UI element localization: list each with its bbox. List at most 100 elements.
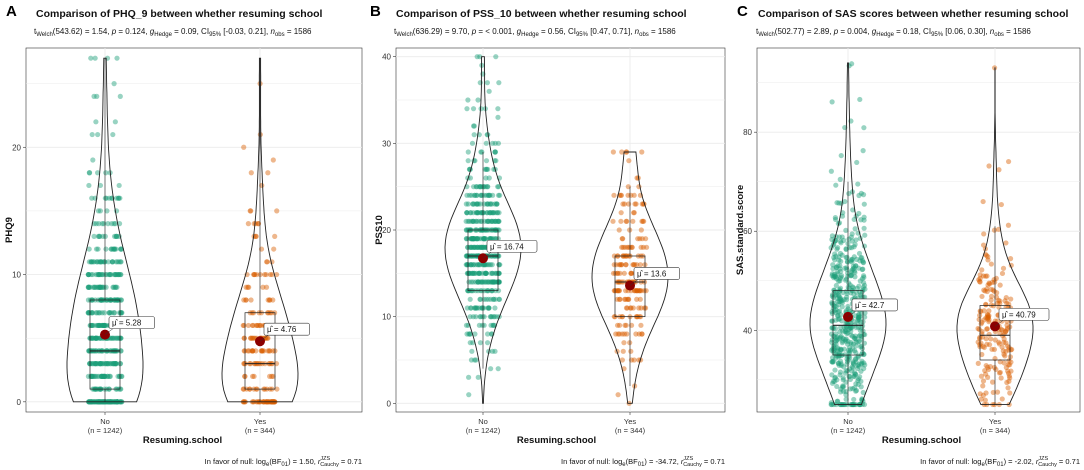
data-point (858, 319, 864, 325)
subtitle-nval: = 1586 (285, 27, 312, 36)
data-point (991, 288, 997, 294)
data-point (986, 331, 992, 337)
data-point (1002, 353, 1008, 359)
caption-sub: Cauchy (1038, 462, 1057, 468)
data-point (488, 279, 494, 285)
data-point (89, 310, 95, 316)
data-point (856, 265, 862, 271)
data-point (477, 279, 483, 285)
caption-rval: = 0.71 (702, 457, 725, 466)
data-point (616, 227, 622, 233)
subtitle-n: n (635, 27, 640, 36)
panel-a: A Comparison of PHQ_9 between whether res… (4, 3, 363, 468)
data-point (987, 281, 993, 287)
data-point (493, 270, 499, 276)
data-point (996, 370, 1003, 376)
data-point (853, 324, 859, 330)
mean-label-box (851, 298, 898, 312)
data-point (100, 284, 106, 290)
data-point (488, 262, 494, 268)
data-point (118, 348, 124, 354)
subtitle-sub: Welch (36, 32, 53, 38)
data-point (471, 236, 477, 242)
data-point (855, 320, 861, 326)
subtitle-p: p (833, 27, 839, 36)
x-tick-count: (n = 1242) (466, 426, 501, 435)
data-point (474, 201, 480, 207)
data-point (632, 262, 638, 268)
caption-rval: = 0.71 (339, 457, 362, 466)
data-point (861, 214, 867, 220)
data-point (976, 277, 982, 283)
data-point (469, 270, 475, 276)
data-point (837, 335, 843, 342)
data-point (464, 262, 471, 268)
data-point (100, 322, 106, 329)
data-point (860, 260, 867, 266)
data-point (464, 262, 471, 268)
data-point (859, 358, 865, 364)
data-point (989, 346, 995, 352)
mean-label-box (486, 239, 538, 253)
data-point (470, 218, 476, 224)
data-point (481, 184, 487, 190)
data-point (1006, 378, 1012, 384)
data-point (490, 322, 496, 328)
data-point (492, 314, 498, 320)
data-point (95, 335, 101, 341)
data-point (627, 227, 633, 233)
data-point (832, 367, 838, 373)
data-point (852, 371, 859, 377)
data-point (631, 210, 637, 216)
subtitle-t: t (756, 27, 759, 36)
data-point (847, 386, 853, 392)
data-point (86, 284, 92, 290)
data-point (623, 322, 629, 328)
data-point (835, 345, 841, 351)
data-point (638, 288, 645, 294)
data-point (624, 218, 630, 224)
data-point (472, 305, 479, 311)
data-point (615, 392, 621, 398)
data-point (468, 210, 474, 216)
data-point (466, 279, 472, 285)
data-point (475, 97, 481, 103)
data-point (850, 266, 856, 272)
data-point (828, 400, 834, 406)
data-point (849, 324, 855, 330)
caption-text: In favor of null: log (920, 457, 981, 466)
data-point (481, 322, 487, 328)
data-point (619, 357, 625, 363)
data-point (485, 201, 491, 207)
data-point (95, 284, 102, 290)
data-point (833, 264, 839, 271)
data-point (253, 221, 259, 227)
data-point (103, 361, 109, 367)
data-point (108, 271, 114, 278)
data-point (100, 373, 107, 379)
data-point (466, 192, 473, 198)
panel-letter: A (6, 3, 17, 20)
data-point (480, 262, 486, 268)
data-point (101, 322, 107, 329)
data-point (840, 377, 846, 383)
data-point (86, 271, 92, 278)
data-point (98, 259, 105, 265)
data-point (988, 286, 994, 292)
data-point (92, 361, 98, 367)
data-point (1003, 240, 1009, 246)
data-point (264, 259, 270, 265)
data-point (620, 244, 626, 250)
data-point (639, 149, 645, 155)
y-tick-label: 40 (382, 53, 391, 62)
data-point (470, 314, 476, 320)
data-point (86, 348, 92, 354)
data-point (859, 266, 865, 273)
data-point (996, 339, 1002, 345)
data-point (837, 295, 843, 301)
data-point (113, 233, 119, 239)
data-point (86, 348, 92, 354)
data-point (622, 296, 629, 302)
data-point (470, 244, 476, 250)
data-point (489, 201, 495, 207)
